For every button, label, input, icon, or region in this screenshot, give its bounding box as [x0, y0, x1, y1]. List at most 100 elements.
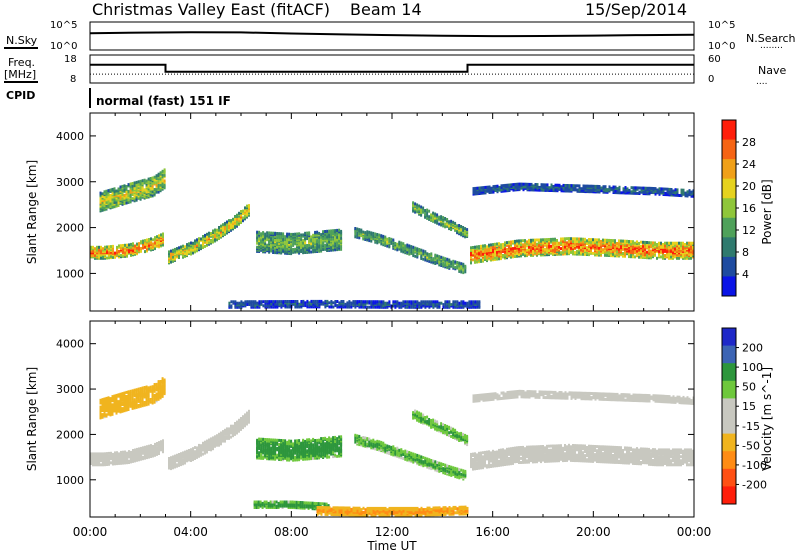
data-cell — [300, 248, 303, 252]
data-cell — [354, 232, 357, 236]
data-cell — [304, 304, 307, 308]
data-cell — [220, 431, 222, 435]
data-cell — [576, 184, 579, 188]
data-cell — [178, 453, 180, 456]
freq-right-tick-low: 0 — [708, 74, 714, 85]
data-cell — [536, 250, 538, 254]
data-cell — [350, 301, 353, 305]
data-cell — [668, 249, 670, 253]
data-cell — [118, 460, 120, 464]
data-cell — [320, 299, 323, 303]
data-cell — [378, 300, 381, 304]
data-cell — [630, 240, 632, 244]
data-cell — [414, 246, 417, 250]
data-cell — [296, 236, 299, 240]
data-cell — [624, 239, 626, 243]
data-cell — [220, 234, 222, 238]
data-cell — [262, 446, 265, 449]
data-cell — [127, 183, 130, 187]
data-cell — [438, 215, 441, 219]
data-cell — [410, 247, 413, 251]
data-cell — [268, 235, 271, 239]
data-cell — [322, 230, 325, 234]
data-cell — [222, 223, 224, 227]
data-cell — [534, 183, 537, 186]
data-cell — [316, 239, 319, 242]
data-cell — [212, 436, 214, 440]
data-cell — [292, 458, 295, 462]
data-cell — [132, 249, 134, 253]
data-cell — [522, 239, 524, 243]
data-cell — [556, 183, 559, 187]
data-cell — [426, 208, 429, 212]
data-cell — [194, 450, 196, 454]
data-cell — [106, 245, 108, 249]
data-cell — [474, 245, 476, 249]
data-cell — [368, 234, 371, 238]
data-cell — [138, 447, 140, 451]
data-cell — [212, 229, 214, 233]
data-cell — [668, 252, 670, 256]
data-cell — [186, 449, 188, 453]
data-cell — [92, 452, 94, 456]
data-cell — [654, 192, 657, 196]
data-cell — [638, 190, 641, 194]
data-cell — [306, 244, 309, 247]
data-cell — [486, 245, 488, 249]
data-cell — [468, 300, 471, 304]
data-cell — [426, 211, 429, 215]
data-cell — [158, 441, 160, 445]
data-cell — [262, 455, 265, 459]
data-cell — [161, 179, 164, 183]
data-cell — [434, 253, 437, 257]
data-cell — [123, 184, 126, 188]
data-cell — [580, 248, 582, 252]
data-cell — [388, 244, 391, 247]
colorbar-swatch — [722, 120, 736, 141]
data-cell — [628, 255, 630, 259]
data-cell — [590, 238, 592, 242]
data-cell — [362, 300, 365, 304]
data-cell — [302, 299, 305, 303]
data-cell — [206, 447, 208, 451]
data-cell — [312, 299, 315, 303]
data-cell — [396, 248, 399, 252]
data-cell — [264, 453, 267, 456]
data-cell — [456, 224, 459, 228]
data-cell — [268, 231, 271, 235]
data-cell — [162, 232, 164, 236]
data-cell — [226, 435, 228, 439]
data-cell — [145, 190, 148, 194]
data-cell — [186, 251, 188, 255]
nsky-left-tick-high: 10^5 — [50, 20, 77, 31]
data-cell — [452, 265, 455, 269]
data-cell — [360, 300, 363, 304]
data-cell — [136, 452, 138, 455]
data-cell — [156, 235, 158, 239]
nsearch-legend: ........ — [760, 41, 783, 51]
data-cell — [444, 222, 447, 226]
data-cell — [121, 184, 124, 188]
data-cell — [644, 240, 646, 244]
data-cell — [600, 242, 602, 246]
data-cell — [90, 452, 92, 456]
data-cell — [278, 445, 281, 449]
data-cell — [106, 452, 108, 456]
data-cell — [138, 242, 140, 246]
data-cell — [286, 457, 289, 461]
data-cell — [452, 300, 455, 304]
data-cell — [156, 446, 158, 450]
data-cell — [586, 239, 588, 243]
data-cell — [646, 192, 649, 196]
data-cell — [620, 249, 622, 253]
data-cell — [618, 239, 620, 243]
data-cell — [140, 452, 142, 456]
data-cell — [364, 231, 367, 235]
data-cell — [242, 212, 244, 216]
data-cell — [290, 232, 293, 236]
data-cell — [356, 300, 359, 304]
data-cell — [600, 189, 603, 193]
data-cell — [188, 449, 190, 452]
data-cell — [414, 300, 417, 304]
data-cell — [668, 241, 670, 245]
